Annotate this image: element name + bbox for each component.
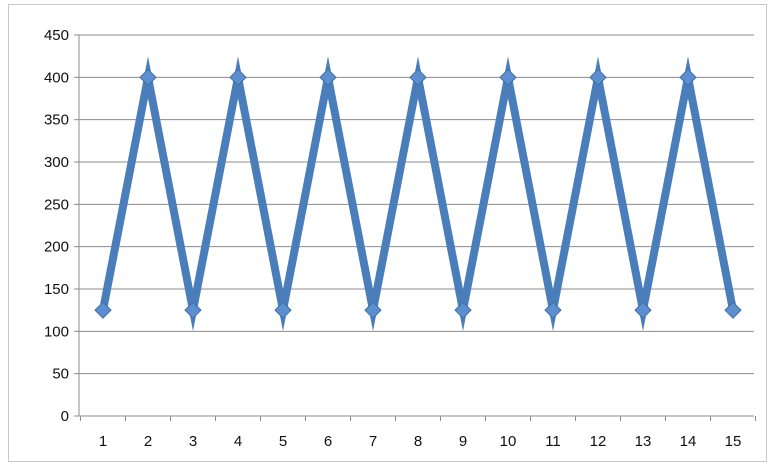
data-point-5 [274,301,292,319]
y-tick-label-0: 0 [61,408,69,425]
x-tick-label-12: 12 [590,433,607,450]
y-tick-label-300: 300 [44,154,69,171]
data-point-15 [724,301,742,319]
y-tick-label-200: 200 [44,239,69,256]
data-point-2 [139,68,157,87]
data-point-12 [589,68,607,87]
data-point-6 [319,68,337,87]
x-tick-label-9: 9 [459,433,467,450]
x-tick-label-11: 11 [545,433,561,450]
x-tick-label-7: 7 [369,433,377,450]
y-tick-label-100: 100 [44,323,69,340]
x-tick-label-15: 15 [725,433,742,450]
data-point-4 [229,68,247,87]
data-point-10 [499,68,517,87]
axes [74,34,756,421]
y-tick-label-350: 350 [44,112,69,129]
x-tick-label-5: 5 [279,433,287,450]
x-tick-label-6: 6 [324,433,332,450]
x-tick-label-3: 3 [189,433,197,450]
data-point-13 [634,301,652,319]
marker-layer [94,68,742,319]
x-tick-label-13: 13 [635,433,652,450]
x-tick-label-10: 10 [500,433,517,450]
data-point-14 [679,68,697,87]
data-point-9 [454,301,472,319]
y-tick-label-50: 50 [52,366,69,383]
data-point-8 [409,68,427,87]
data-point-3 [184,301,202,319]
data-point-7 [364,301,382,319]
y-tick-label-400: 400 [44,69,69,86]
x-tick-label-1: 1 [99,433,107,450]
y-axis-tick-labels: 0 50 100 150 200 250 300 350 400 450 [44,27,69,425]
series-layer [99,56,737,332]
gridlines [79,34,754,375]
y-tick-label-450: 450 [44,27,69,44]
y-tick-label-150: 150 [44,281,69,298]
series-line-0 [99,56,737,332]
x-tick-label-4: 4 [234,433,242,450]
x-tick-label-2: 2 [144,433,152,450]
x-tick-label-8: 8 [414,433,422,450]
data-point-11 [544,301,562,319]
x-tick-label-14: 14 [680,433,697,450]
data-point-1 [94,301,112,319]
x-axis-tick-labels: 1 2 3 4 5 6 7 8 9 10 11 12 13 14 15 [99,433,742,450]
y-tick-label-250: 250 [44,196,69,213]
